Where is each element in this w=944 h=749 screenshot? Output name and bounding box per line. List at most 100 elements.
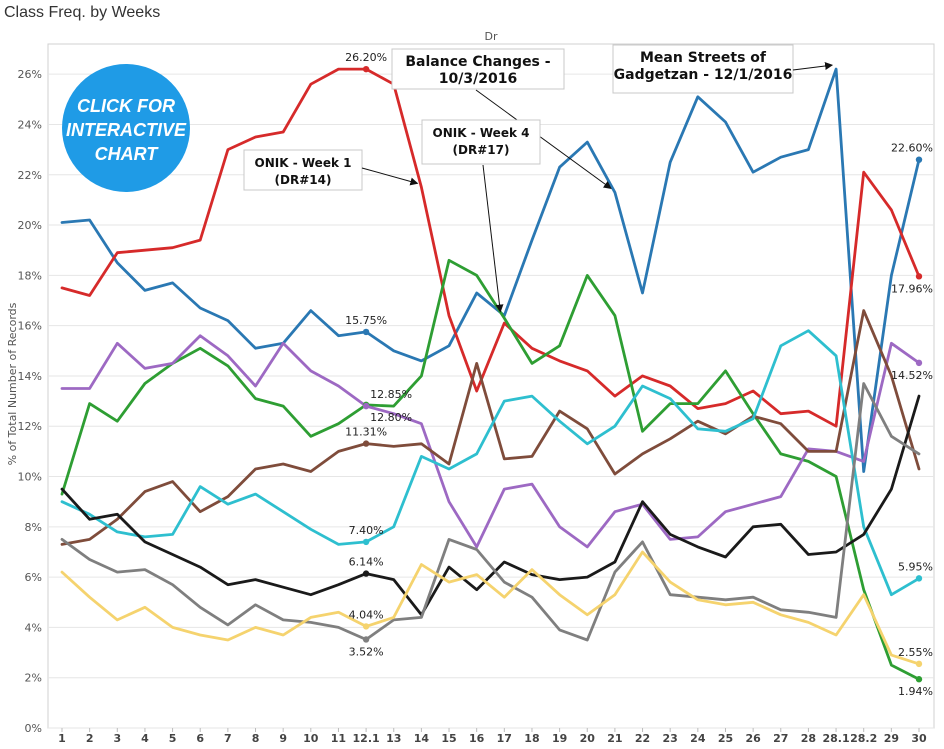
data-label: 4.04% — [349, 608, 384, 621]
annotations: Balance Changes -10/3/2016 Mean Streets o… — [243, 44, 834, 313]
y-tick-label: 14% — [18, 370, 42, 383]
y-tick-label: 16% — [18, 320, 42, 333]
series-line-4[interactable] — [60, 334, 921, 549]
x-tick-label: 27 — [773, 732, 788, 745]
series-line-9[interactable] — [60, 550, 921, 666]
x-tick-label: 23 — [663, 732, 678, 745]
x-tick-label: 28.1 — [822, 732, 849, 745]
x-tick-label: 20 — [580, 732, 596, 745]
x-tick-label: 22 — [635, 732, 650, 745]
x-tick-label: 6 — [196, 732, 204, 745]
series-line-3[interactable] — [60, 258, 921, 681]
data-label: 12.80% — [370, 411, 412, 424]
data-label: 5.95% — [898, 560, 933, 573]
badge-line-3[interactable]: CHART — [95, 144, 160, 164]
data-label: 12.85% — [370, 388, 412, 401]
x-tick-label: 21 — [607, 732, 622, 745]
x-tick-label: 17 — [497, 732, 512, 745]
x-tick-label: 1 — [58, 732, 66, 745]
data-label: 17.96% — [891, 282, 933, 295]
series-line-1[interactable] — [60, 67, 921, 473]
x-tick-label: 25 — [718, 732, 733, 745]
annotation-text: Gadgetzan - 12/1/2016 — [614, 67, 793, 83]
data-point-marker — [362, 570, 370, 577]
x-tick-label: 19 — [552, 732, 567, 745]
y-tick-label: 4% — [25, 621, 42, 634]
annotation-arrow — [475, 89, 612, 189]
interactive-chart-badge[interactable]: CLICK FOR INTERACTIVE CHART — [62, 64, 190, 192]
x-tick-label: 12.1 — [353, 732, 380, 745]
series-line-6[interactable] — [60, 329, 921, 597]
annotation-text: Balance Changes - — [405, 54, 550, 70]
x-tick-label: 13 — [386, 732, 401, 745]
data-label: 26.20% — [345, 51, 387, 64]
data-label: 6.14% — [349, 556, 384, 569]
annotation-box — [243, 149, 363, 191]
data-labels: 26.20% 15.75% 12.85% 12.80% 11.31% 7.40% 6.14%… — [345, 51, 933, 698]
y-tick-label: 0% — [25, 722, 42, 735]
y-tick-label: 26% — [18, 68, 42, 81]
data-label: 3.52% — [349, 645, 384, 658]
y-tick-label: 12% — [18, 420, 42, 433]
y-tick-label: 10% — [18, 471, 42, 484]
x-tick-label: 26 — [745, 732, 761, 745]
data-point-marker — [915, 676, 923, 683]
data-point-marker — [362, 636, 370, 643]
y-tick-label: 2% — [25, 672, 42, 685]
annotation-text: ONIK - Week 4 — [433, 126, 530, 140]
data-point-marker — [915, 156, 923, 163]
annotation-box — [421, 119, 541, 165]
y-tick-label: 20% — [18, 219, 42, 232]
y-tick-label: 8% — [25, 521, 42, 534]
annotation-text: (DR#17) — [453, 143, 510, 157]
series-line-2[interactable] — [60, 67, 921, 428]
data-label: 1.94% — [898, 685, 933, 698]
annotation-arrow — [792, 62, 834, 71]
badge-line-2[interactable]: INTERACTIVE — [66, 120, 187, 140]
x-tick-label: 10 — [303, 732, 319, 745]
y-tick-label: 22% — [18, 169, 42, 182]
x-tick-label: 9 — [279, 732, 287, 745]
annotation-text: Mean Streets of — [640, 50, 767, 66]
data-point-marker — [915, 660, 923, 668]
data-point-marker — [915, 273, 923, 280]
series-line-7[interactable] — [60, 394, 921, 617]
x-tick-label: 8 — [252, 732, 260, 745]
series-line-5[interactable] — [60, 309, 921, 546]
badge-circle[interactable] — [62, 64, 190, 192]
badge-line-1[interactable]: CLICK FOR — [77, 96, 175, 116]
data-point-marker — [362, 65, 370, 73]
x-tick-label: 18 — [524, 732, 539, 745]
data-point-marker — [915, 359, 923, 367]
x-tick-label: 2 — [86, 732, 94, 745]
annotation-text: (DR#14) — [275, 173, 332, 187]
x-tick-label: 30 — [911, 732, 927, 745]
series-lines[interactable] — [60, 67, 921, 681]
x-tick-label: 16 — [469, 732, 485, 745]
chart-title: Class Freq. by Weeks — [4, 4, 161, 21]
x-tick-label: 14 — [414, 732, 430, 745]
data-point-marker — [915, 575, 923, 582]
annotation-box — [391, 48, 565, 90]
x-tick-label: 3 — [113, 732, 121, 745]
y-axis-label: % of Total Number of Records — [6, 302, 19, 465]
chart-subtitle: Dr — [485, 30, 498, 43]
x-tick-label: 29 — [884, 732, 899, 745]
series-line-8[interactable] — [60, 382, 921, 642]
annotation-text: 10/3/2016 — [439, 71, 517, 87]
x-tick-label: 28.2 — [850, 732, 877, 745]
y-tick-label: 6% — [25, 571, 42, 584]
data-point-marker — [362, 402, 370, 410]
data-label: 22.60% — [891, 142, 933, 155]
data-point-marker — [362, 623, 370, 630]
data-label: 7.40% — [349, 524, 384, 537]
data-label: 15.75% — [345, 314, 387, 327]
data-point-marker — [362, 328, 370, 336]
data-label: 11.31% — [345, 426, 387, 439]
x-tick-label: 15 — [441, 732, 456, 745]
x-tick-label: 24 — [690, 732, 706, 745]
y-tick-label: 24% — [18, 118, 42, 131]
x-tick-label: 5 — [169, 732, 177, 745]
annotation-box — [612, 44, 794, 94]
